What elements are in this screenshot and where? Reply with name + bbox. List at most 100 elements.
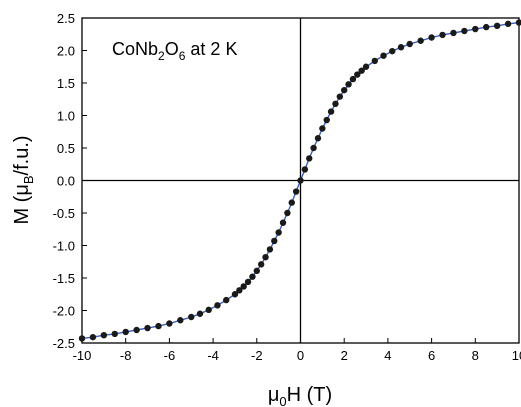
y-title-base: M (μ [11, 184, 33, 224]
data-point [214, 302, 221, 309]
data-point [196, 310, 204, 317]
data-point [306, 155, 313, 162]
x-tick-label: -4 [207, 348, 219, 363]
x-tick-label: 4 [384, 348, 391, 363]
data-point [397, 44, 405, 51]
y-title-tail: /f.u.) [11, 135, 33, 175]
data-point [332, 100, 339, 108]
data-point [279, 219, 287, 226]
x-tick-label: -10 [73, 348, 92, 363]
y-tick-label: -2.0 [53, 304, 75, 319]
y-tick-label: -1.5 [53, 271, 75, 286]
data-point [428, 34, 435, 41]
x-tick-label: 6 [428, 348, 435, 363]
data-point [275, 229, 282, 236]
y-title-sub: B [21, 175, 36, 184]
data-point [177, 317, 184, 324]
data-point [244, 278, 252, 286]
axis-ticks: -10 -8 -6 -4 -2 0 2 4 6 8 10 -2.5 -2.0 -1.5 -1.0 -0.5 0.… [53, 11, 521, 363]
data-point [371, 57, 378, 65]
sample-annotation: CoNb2O6 at 2 K [112, 39, 237, 63]
y-tick-label: 2.5 [57, 11, 75, 26]
data-point [188, 313, 195, 321]
data-point [78, 335, 86, 342]
x-tick-label: -8 [120, 348, 132, 363]
data-point [319, 125, 326, 132]
data-point [417, 37, 424, 44]
data-point [223, 296, 230, 304]
y-tick-label: 1.5 [57, 76, 75, 91]
annotation-tail: at 2 K [185, 39, 237, 59]
y-tick-label: -2.5 [53, 336, 75, 351]
data-point [354, 71, 361, 78]
y-tick-label: 1.0 [57, 109, 75, 124]
y-tick-label: 0.5 [57, 141, 75, 156]
data-point [472, 25, 479, 33]
data-point [144, 324, 151, 332]
data-point [327, 108, 335, 115]
y-tick-label: -0.5 [53, 206, 75, 221]
data-point [341, 86, 348, 94]
data-point [111, 330, 118, 338]
data-series [78, 19, 521, 342]
data-point [240, 283, 247, 290]
data-point [461, 27, 468, 35]
x-tick-label: 0 [297, 348, 304, 363]
x-title-sub: 0 [279, 394, 286, 407]
annotation-sub2: 6 [179, 49, 186, 63]
data-point [271, 237, 278, 245]
data-point [133, 326, 140, 334]
data-point [450, 29, 457, 37]
data-point [155, 322, 162, 330]
data-point [292, 188, 300, 195]
x-tick-label: 10 [512, 348, 521, 363]
x-axis-title: μ0H (T) [268, 384, 332, 407]
y-axis-title: M (μB/f.u.) [11, 135, 36, 224]
data-point [89, 333, 97, 341]
y-tick-label: 0.0 [57, 174, 75, 189]
data-point [314, 135, 322, 142]
data-point [288, 199, 295, 206]
data-point [323, 116, 330, 124]
data-point [100, 332, 108, 339]
data-point [122, 328, 129, 336]
data-point [236, 287, 243, 294]
data-point [231, 291, 239, 298]
data-point [253, 267, 260, 275]
x-tick-label: -6 [164, 348, 176, 363]
data-point [284, 209, 291, 217]
y-tick-label: 2.0 [57, 44, 75, 59]
data-point [380, 52, 387, 59]
data-point [345, 81, 352, 88]
data-point [349, 75, 357, 83]
data-point [297, 177, 304, 184]
x-tick-label: 2 [341, 348, 348, 363]
x-title-tail: H (T) [287, 384, 333, 406]
data-point [301, 166, 309, 173]
y-tick-label: -1.0 [53, 239, 75, 254]
data-point [493, 22, 501, 29]
annotation-sub1: 2 [158, 49, 165, 63]
data-point [358, 67, 365, 74]
annotation-mid: O [165, 39, 179, 59]
data-point [205, 306, 212, 314]
data-point [483, 23, 490, 31]
data-point [336, 93, 344, 100]
data-point [257, 261, 265, 268]
x-tick-label: 8 [472, 348, 479, 363]
data-point [362, 63, 370, 70]
data-point [389, 47, 396, 55]
data-point [166, 320, 173, 327]
data-point [249, 273, 256, 280]
data-point [406, 40, 413, 48]
annotation-base: CoNb [112, 39, 158, 59]
data-point [515, 19, 521, 26]
x-title-base: μ [268, 384, 280, 406]
data-point [310, 144, 317, 152]
data-point [504, 20, 512, 28]
data-point [266, 246, 274, 253]
x-tick-label: -2 [251, 348, 263, 363]
data-point [262, 254, 269, 261]
data-point [439, 31, 446, 39]
